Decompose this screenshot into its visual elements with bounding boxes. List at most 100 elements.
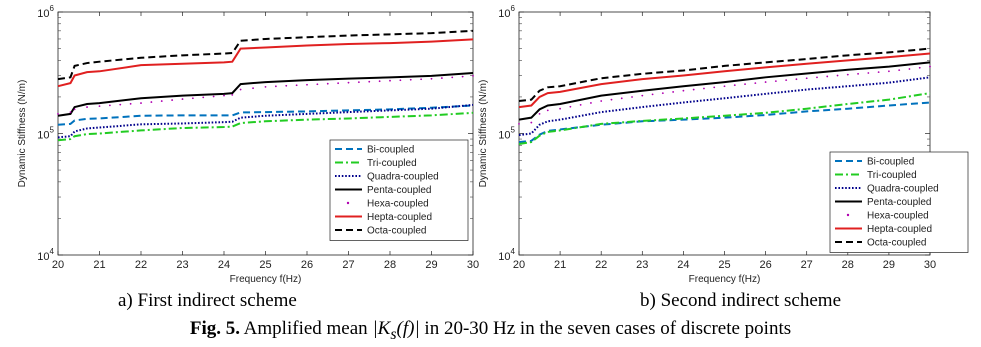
series-point [378, 80, 381, 83]
legend-label: Octa-coupled [367, 226, 426, 237]
series-point [774, 80, 777, 83]
series-line-tri-coupled [57, 111, 474, 142]
series-point [399, 79, 402, 82]
x-tick-label: 22 [135, 259, 147, 271]
legend-label: Penta-coupled [367, 185, 432, 196]
series-line-hepta-coupled [518, 52, 931, 109]
legend-label: Tri-coupled [867, 170, 917, 181]
series-point [86, 106, 88, 108]
legend-label: Hexa-coupled [367, 199, 429, 210]
caption-formula-sub: s [390, 325, 397, 343]
series-point [150, 101, 153, 103]
series-point [918, 66, 921, 69]
y-tick-label: 104 [37, 247, 54, 263]
legend-label: Octa-coupled [867, 238, 926, 249]
series-point [285, 84, 288, 87]
legend: Bi-coupled Tri-coupled Quadra-coupled Penta… [329, 139, 469, 241]
legend-marker [346, 201, 350, 205]
y-tick-label: 106 [37, 4, 54, 20]
series-point [590, 102, 592, 104]
legend-label: Hexa-coupled [867, 211, 929, 222]
series-point [108, 104, 111, 107]
x-tick-label: 29 [425, 259, 437, 271]
x-tick-label: 20 [513, 259, 525, 271]
chart-panel-b: 20 21 22 23 24 25 26 27 28 29 30 104 105 106 Frequency… [478, 0, 981, 285]
series-point [69, 111, 72, 114]
series-point [754, 82, 757, 85]
series-point [785, 79, 788, 82]
series-point [631, 96, 633, 98]
series-point [119, 103, 122, 106]
series-point [546, 109, 549, 112]
series-point [160, 100, 163, 102]
series-point [877, 71, 880, 74]
x-tick-label: 22 [595, 259, 607, 271]
series-point [140, 102, 142, 104]
x-tick-label: 25 [259, 259, 271, 271]
x-tick-label: 30 [924, 259, 936, 271]
subcaption-b: b) Second indirect scheme [640, 290, 842, 311]
caption-text-pre: Amplified mean [239, 318, 373, 339]
legend-label: Tri-coupled [367, 158, 417, 169]
series-point [518, 122, 520, 125]
series-line-quadra-coupled [518, 76, 931, 137]
series-point [326, 82, 329, 85]
series-point [73, 108, 76, 111]
y-axis-label: Dynamic Stiffness (N/m) [17, 80, 28, 188]
x-tick-label: 30 [467, 259, 479, 271]
series-point [337, 82, 340, 85]
series-point [723, 85, 726, 88]
series-point [129, 102, 132, 105]
y-tick-label: 106 [498, 4, 515, 20]
series-point [908, 68, 911, 70]
series-point [409, 78, 412, 81]
x-axis-label: Frequency f(Hz) [230, 274, 302, 285]
series-point [713, 86, 716, 89]
x-tick-label: 25 [718, 259, 730, 271]
x-tick-label: 26 [759, 259, 771, 271]
series-point [661, 92, 664, 95]
series-point [223, 94, 225, 97]
series-point [641, 94, 644, 97]
series-point [744, 83, 746, 86]
series-point [171, 99, 174, 101]
series-point [440, 77, 443, 79]
series-line-octa-coupled [57, 29, 474, 81]
y-tick-label: 104 [498, 247, 515, 263]
series-point [191, 97, 194, 100]
legend-label: Penta-coupled [867, 197, 932, 208]
x-tick-label: 23 [636, 259, 648, 271]
series-point [898, 69, 901, 72]
x-tick-label: 28 [384, 259, 396, 271]
series-point [651, 93, 654, 96]
series-point [212, 95, 215, 98]
series-point [530, 121, 533, 124]
legend-label: Quadra-coupled [867, 184, 939, 195]
series-point [430, 77, 433, 80]
series-point [98, 105, 101, 108]
series-point [57, 112, 59, 115]
subcaption-a: a) First indirect scheme [118, 290, 297, 311]
series-point [569, 105, 572, 108]
series-hexa-coupled [57, 74, 474, 115]
caption-text-post: in 20-30 Hz in the seven cases of discre… [419, 318, 792, 339]
series-point [610, 98, 613, 101]
series-point [347, 81, 350, 84]
series-point [231, 93, 234, 96]
series-point [579, 103, 582, 106]
figure-caption: Fig. 5. Amplified mean |Ks(f)| in 20-30 … [0, 318, 981, 344]
series-point [888, 70, 890, 73]
x-tick-label: 20 [52, 259, 64, 271]
chart-a: 20 21 22 23 24 25 26 27 28 29 30 104 105 106 Frequency… [17, 4, 479, 285]
series-point [816, 76, 818, 79]
series-point [316, 83, 319, 86]
series-point [929, 65, 931, 68]
legend-label: Hepta-coupled [367, 212, 432, 223]
series-point [295, 84, 298, 87]
y-axis-label: Dynamic Stiffness (N/m) [478, 80, 489, 188]
x-tick-label: 21 [554, 259, 566, 271]
series-point [420, 78, 423, 81]
series-point [274, 85, 277, 88]
series-line-penta-coupled [57, 71, 474, 117]
series-point [733, 84, 736, 87]
